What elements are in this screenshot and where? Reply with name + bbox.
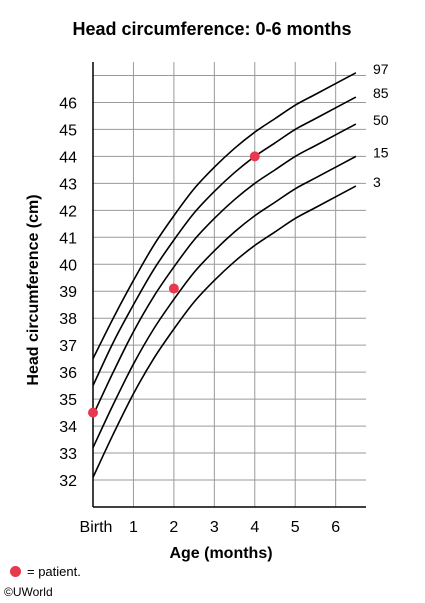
y-tick-label: 37 [59, 338, 77, 355]
y-tick-label: 44 [59, 149, 77, 166]
legend-label: = patient. [27, 564, 81, 579]
y-tick-label: 36 [59, 365, 77, 382]
legend: = patient. [10, 564, 81, 579]
percentile-curve-15 [92, 155, 357, 449]
y-axis-title: Head circumference (cm) [25, 194, 42, 385]
patient-points [88, 151, 260, 418]
y-tick-label: 46 [59, 95, 77, 112]
y-tick-label: 38 [59, 311, 77, 328]
x-tick-label: Birth [80, 519, 113, 536]
patient-point [88, 407, 98, 418]
percentile-label-3: 3 [373, 174, 381, 190]
x-tick-label: 3 [210, 519, 219, 536]
x-tick-label: 4 [250, 519, 259, 536]
y-tick-label: 33 [59, 446, 77, 463]
y-tick-labels: 32 33 34 35 36 37 38 39 40 41 42 43 44 45 46 [59, 95, 77, 490]
percentile-label-85: 85 [373, 85, 389, 101]
x-tick-label: 2 [169, 519, 178, 536]
patient-dot-icon [10, 566, 21, 577]
percentile-labels: 97 85 50 15 3 [373, 61, 389, 190]
patient-point [249, 151, 260, 162]
y-tick-label: 35 [59, 392, 77, 409]
x-tick-label: 1 [129, 519, 138, 536]
y-tick-label: 34 [59, 419, 77, 436]
chart-title: Head circumference: 0-6 months [72, 19, 351, 39]
grid [93, 62, 366, 508]
x-tick-label: 5 [291, 519, 300, 536]
y-tick-label: 45 [59, 122, 77, 139]
y-tick-label: 42 [59, 203, 77, 220]
patient-point [168, 283, 179, 294]
copyright: ©UWorld [4, 585, 53, 599]
axes [92, 62, 366, 508]
percentile-curve-50 [92, 123, 357, 416]
percentile-curve-3 [92, 185, 357, 478]
y-tick-label: 32 [59, 473, 77, 490]
percentile-curve-85 [92, 96, 357, 386]
percentile-label-15: 15 [373, 144, 389, 160]
percentile-curve-97 [92, 72, 357, 360]
percentile-label-97: 97 [373, 61, 389, 77]
x-axis-title: Age (months) [169, 545, 272, 562]
y-tick-label: 43 [59, 176, 77, 193]
x-tick-label: 6 [331, 519, 340, 536]
percentile-label-50: 50 [373, 112, 389, 128]
percentile-curves [92, 72, 357, 478]
y-tick-label: 39 [59, 284, 77, 301]
x-tick-labels: Birth 1 2 3 4 5 6 [80, 519, 341, 536]
y-tick-label: 40 [59, 257, 77, 274]
y-tick-label: 41 [59, 230, 77, 247]
